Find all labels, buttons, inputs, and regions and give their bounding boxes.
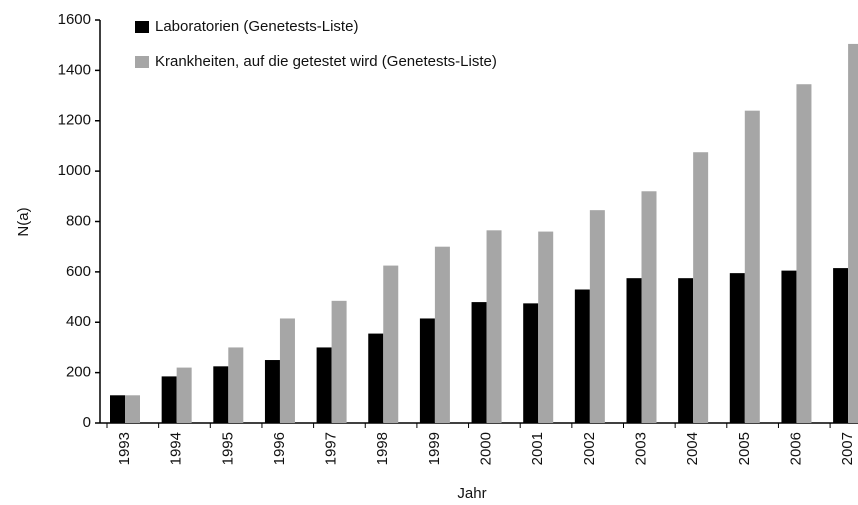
x-tick-label: 2001 bbox=[529, 432, 546, 465]
x-tick-label: 1998 bbox=[374, 432, 391, 465]
bar bbox=[316, 347, 332, 423]
legend-label: Laboratorien (Genetests-Liste) bbox=[155, 18, 358, 35]
x-axis-label: Jahr bbox=[457, 485, 486, 502]
x-tick-label: 2007 bbox=[839, 432, 856, 465]
bar bbox=[331, 300, 347, 423]
bar bbox=[848, 43, 858, 423]
x-tick-label: 2006 bbox=[787, 432, 804, 465]
y-tick-label: 1400 bbox=[58, 61, 91, 78]
bar bbox=[574, 289, 590, 423]
bar bbox=[796, 84, 812, 424]
x-tick-label: 2003 bbox=[632, 432, 649, 465]
bar bbox=[523, 303, 539, 423]
bar bbox=[538, 231, 554, 423]
x-tick-label: 1995 bbox=[219, 432, 236, 465]
x-tick-label: 2000 bbox=[478, 432, 495, 465]
legend-swatch bbox=[135, 56, 149, 68]
x-tick-label: 2004 bbox=[684, 432, 701, 465]
bar bbox=[729, 273, 745, 423]
y-axis-label: N(a) bbox=[15, 207, 32, 236]
bar bbox=[744, 110, 760, 424]
bar bbox=[589, 210, 605, 423]
bar bbox=[486, 230, 502, 423]
bar bbox=[368, 333, 384, 423]
y-tick-label: 1200 bbox=[58, 112, 91, 129]
x-tick-label: 1994 bbox=[168, 432, 185, 465]
x-tick-label: 1996 bbox=[271, 432, 288, 465]
y-tick-label: 800 bbox=[66, 212, 91, 229]
bar bbox=[833, 268, 849, 423]
bar bbox=[641, 191, 657, 423]
bar bbox=[125, 395, 140, 423]
y-tick-label: 200 bbox=[66, 364, 91, 381]
bar bbox=[279, 318, 295, 423]
bar bbox=[110, 395, 125, 423]
legend-swatch bbox=[135, 21, 149, 33]
bar bbox=[228, 347, 244, 423]
y-tick-label: 400 bbox=[66, 313, 91, 330]
bar bbox=[434, 246, 450, 423]
bar bbox=[213, 366, 229, 423]
bar bbox=[781, 270, 797, 423]
x-tick-label: 1993 bbox=[116, 432, 133, 465]
bar bbox=[383, 265, 399, 423]
bar bbox=[161, 376, 177, 423]
y-tick-label: 1600 bbox=[58, 11, 91, 28]
bar bbox=[471, 302, 487, 423]
bar bbox=[419, 318, 435, 423]
bar bbox=[678, 278, 694, 423]
bar bbox=[264, 360, 280, 423]
y-tick-label: 0 bbox=[83, 414, 91, 431]
x-tick-label: 1999 bbox=[426, 432, 443, 465]
bar bbox=[626, 278, 642, 423]
x-tick-label: 1997 bbox=[323, 432, 340, 465]
bar bbox=[693, 152, 709, 423]
y-tick-label: 1000 bbox=[58, 162, 91, 179]
x-tick-label: 2002 bbox=[581, 432, 598, 465]
y-tick-label: 600 bbox=[66, 263, 91, 280]
legend-label: Krankheiten, auf die getestet wird (Gene… bbox=[155, 53, 497, 70]
x-tick-label: 2005 bbox=[736, 432, 753, 465]
bar bbox=[176, 367, 192, 423]
